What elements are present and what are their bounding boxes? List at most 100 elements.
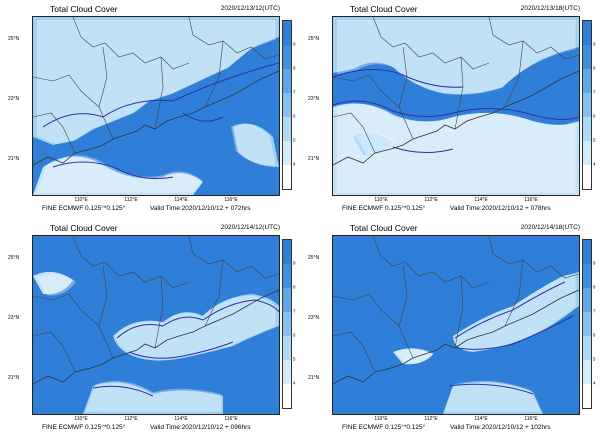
model-label: FINE ECMWF 0.125°*0.125° (342, 424, 426, 431)
contour-line (333, 100, 579, 121)
valid-time-label: Valid Time:2020/12/10/12 + 078hrs (450, 205, 551, 212)
cloud-core (114, 295, 276, 360)
province-border (372, 236, 490, 289)
province-border (204, 40, 224, 108)
panel-title: Total Cloud Cover (50, 4, 118, 14)
colorbar-tick-label: 5 (593, 137, 596, 143)
cloud-core (337, 103, 576, 193)
latitude-label: 21°N (308, 375, 320, 381)
longitude-label: 112°E (124, 197, 138, 203)
coastline (33, 70, 279, 166)
longitude-label: 114°E (174, 416, 188, 422)
map-area[interactable] (32, 16, 280, 196)
longitude-label: 112°E (124, 416, 138, 422)
model-label: FINE ECMWF 0.125°*0.125° (42, 205, 126, 212)
latitude-label: 23°N (308, 96, 320, 102)
colorbar-tick-label: 7 (293, 308, 296, 314)
contour-line (92, 385, 154, 397)
longitude-label: 112°E (424, 197, 438, 203)
colorbar-tick-label: 7 (593, 89, 596, 95)
colorbar-tick-label: 5 (293, 137, 296, 143)
panel-cloud-cover-2: Total Cloud Cover 2020/12/13/18(UTC) FIN… (300, 0, 600, 219)
colorbar-tick-label: 8 (293, 284, 296, 290)
valid-time-label: Valid Time:2020/12/10/12 + 096hrs (150, 424, 251, 431)
contour-line (448, 383, 534, 395)
cloud-region (33, 271, 73, 295)
longitude-label: 110°E (74, 416, 88, 422)
contour-line (333, 68, 464, 88)
province-border (188, 17, 279, 60)
map-area[interactable] (32, 235, 280, 415)
colorbar-tick-label: 7 (293, 89, 296, 95)
latitude-label: 25°N (8, 36, 20, 42)
cloud-region (33, 156, 203, 195)
colorbar-segment (583, 384, 591, 408)
province-border (333, 293, 400, 327)
cloud-core (356, 132, 396, 155)
colorbar-tick-label: 6 (293, 113, 296, 119)
cloud-region (453, 272, 579, 352)
latitude-label: 25°N (308, 36, 320, 42)
panel-title: Total Cloud Cover (50, 223, 118, 233)
panel-title: Total Cloud Cover (350, 223, 418, 233)
valid-time-label: Valid Time:2020/12/10/12 + 102hrs (450, 424, 551, 431)
contour-line (456, 315, 574, 350)
longitude-label: 116°E (524, 416, 538, 422)
colorbar-segment (283, 264, 291, 288)
longitude-label: 116°E (224, 197, 238, 203)
cloud-region (333, 17, 579, 95)
cloud-core (37, 155, 202, 193)
colorbar-tick-label: 9 (593, 41, 596, 47)
longitude-label: 114°E (474, 197, 488, 203)
latitude-label: 25°N (308, 255, 320, 261)
cloud-core (395, 348, 434, 364)
contour-line (128, 341, 234, 359)
colorbar-tick-label: 4 (293, 161, 296, 167)
contour-line (182, 112, 224, 122)
colorbar-tick-label: 5 (293, 356, 296, 362)
panel-date: 2020/12/13/12(UTC) (220, 5, 280, 12)
longitude-label: 110°E (374, 416, 388, 422)
colorbar-tick-label: 9 (293, 260, 296, 266)
cloud-cover-map (333, 17, 579, 195)
model-label: FINE ECMWF 0.125°*0.125° (342, 205, 426, 212)
colorbar-segment (583, 360, 591, 384)
cloud-core (231, 123, 276, 166)
colorbar-tick-label: 4 (593, 161, 596, 167)
colorbar-segment (283, 93, 291, 117)
province-border (98, 46, 114, 140)
contour-line (392, 146, 454, 153)
latitude-label: 21°N (8, 375, 20, 381)
colorbar-segment (283, 288, 291, 312)
cloud-region (333, 103, 579, 195)
colorbar (582, 20, 592, 190)
colorbar-tick-label: 6 (293, 332, 296, 338)
map-area[interactable] (332, 235, 580, 415)
longitude-label: 110°E (74, 197, 88, 203)
colorbar-segment (583, 117, 591, 141)
map-area[interactable] (332, 16, 580, 196)
colorbar-segment (583, 264, 591, 288)
cloud-core (453, 273, 576, 352)
panel-cloud-cover-1: Total Cloud Cover 2020/12/13/12(UTC) FIN… (0, 0, 300, 219)
colorbar-tick-label: 6 (593, 332, 596, 338)
colorbar-segment (583, 21, 591, 45)
province-border (488, 17, 579, 60)
colorbar-segment (283, 312, 291, 336)
latitude-label: 23°N (8, 315, 20, 321)
cloud-region (33, 17, 279, 145)
colorbar (282, 20, 292, 190)
colorbar-segment (283, 141, 291, 165)
province-border (333, 112, 376, 154)
colorbar-segment (283, 45, 291, 69)
colorbar-segment (583, 45, 591, 69)
coastline (333, 70, 579, 166)
cloud-region (233, 123, 279, 167)
longitude-label: 116°E (224, 416, 238, 422)
colorbar-segment (583, 165, 591, 189)
longitude-label: 114°E (174, 197, 188, 203)
longitude-label: 110°E (374, 197, 388, 203)
colorbar-segment (283, 360, 291, 384)
cloud-region (353, 133, 393, 156)
colorbar-tick-label: 6 (593, 113, 596, 119)
